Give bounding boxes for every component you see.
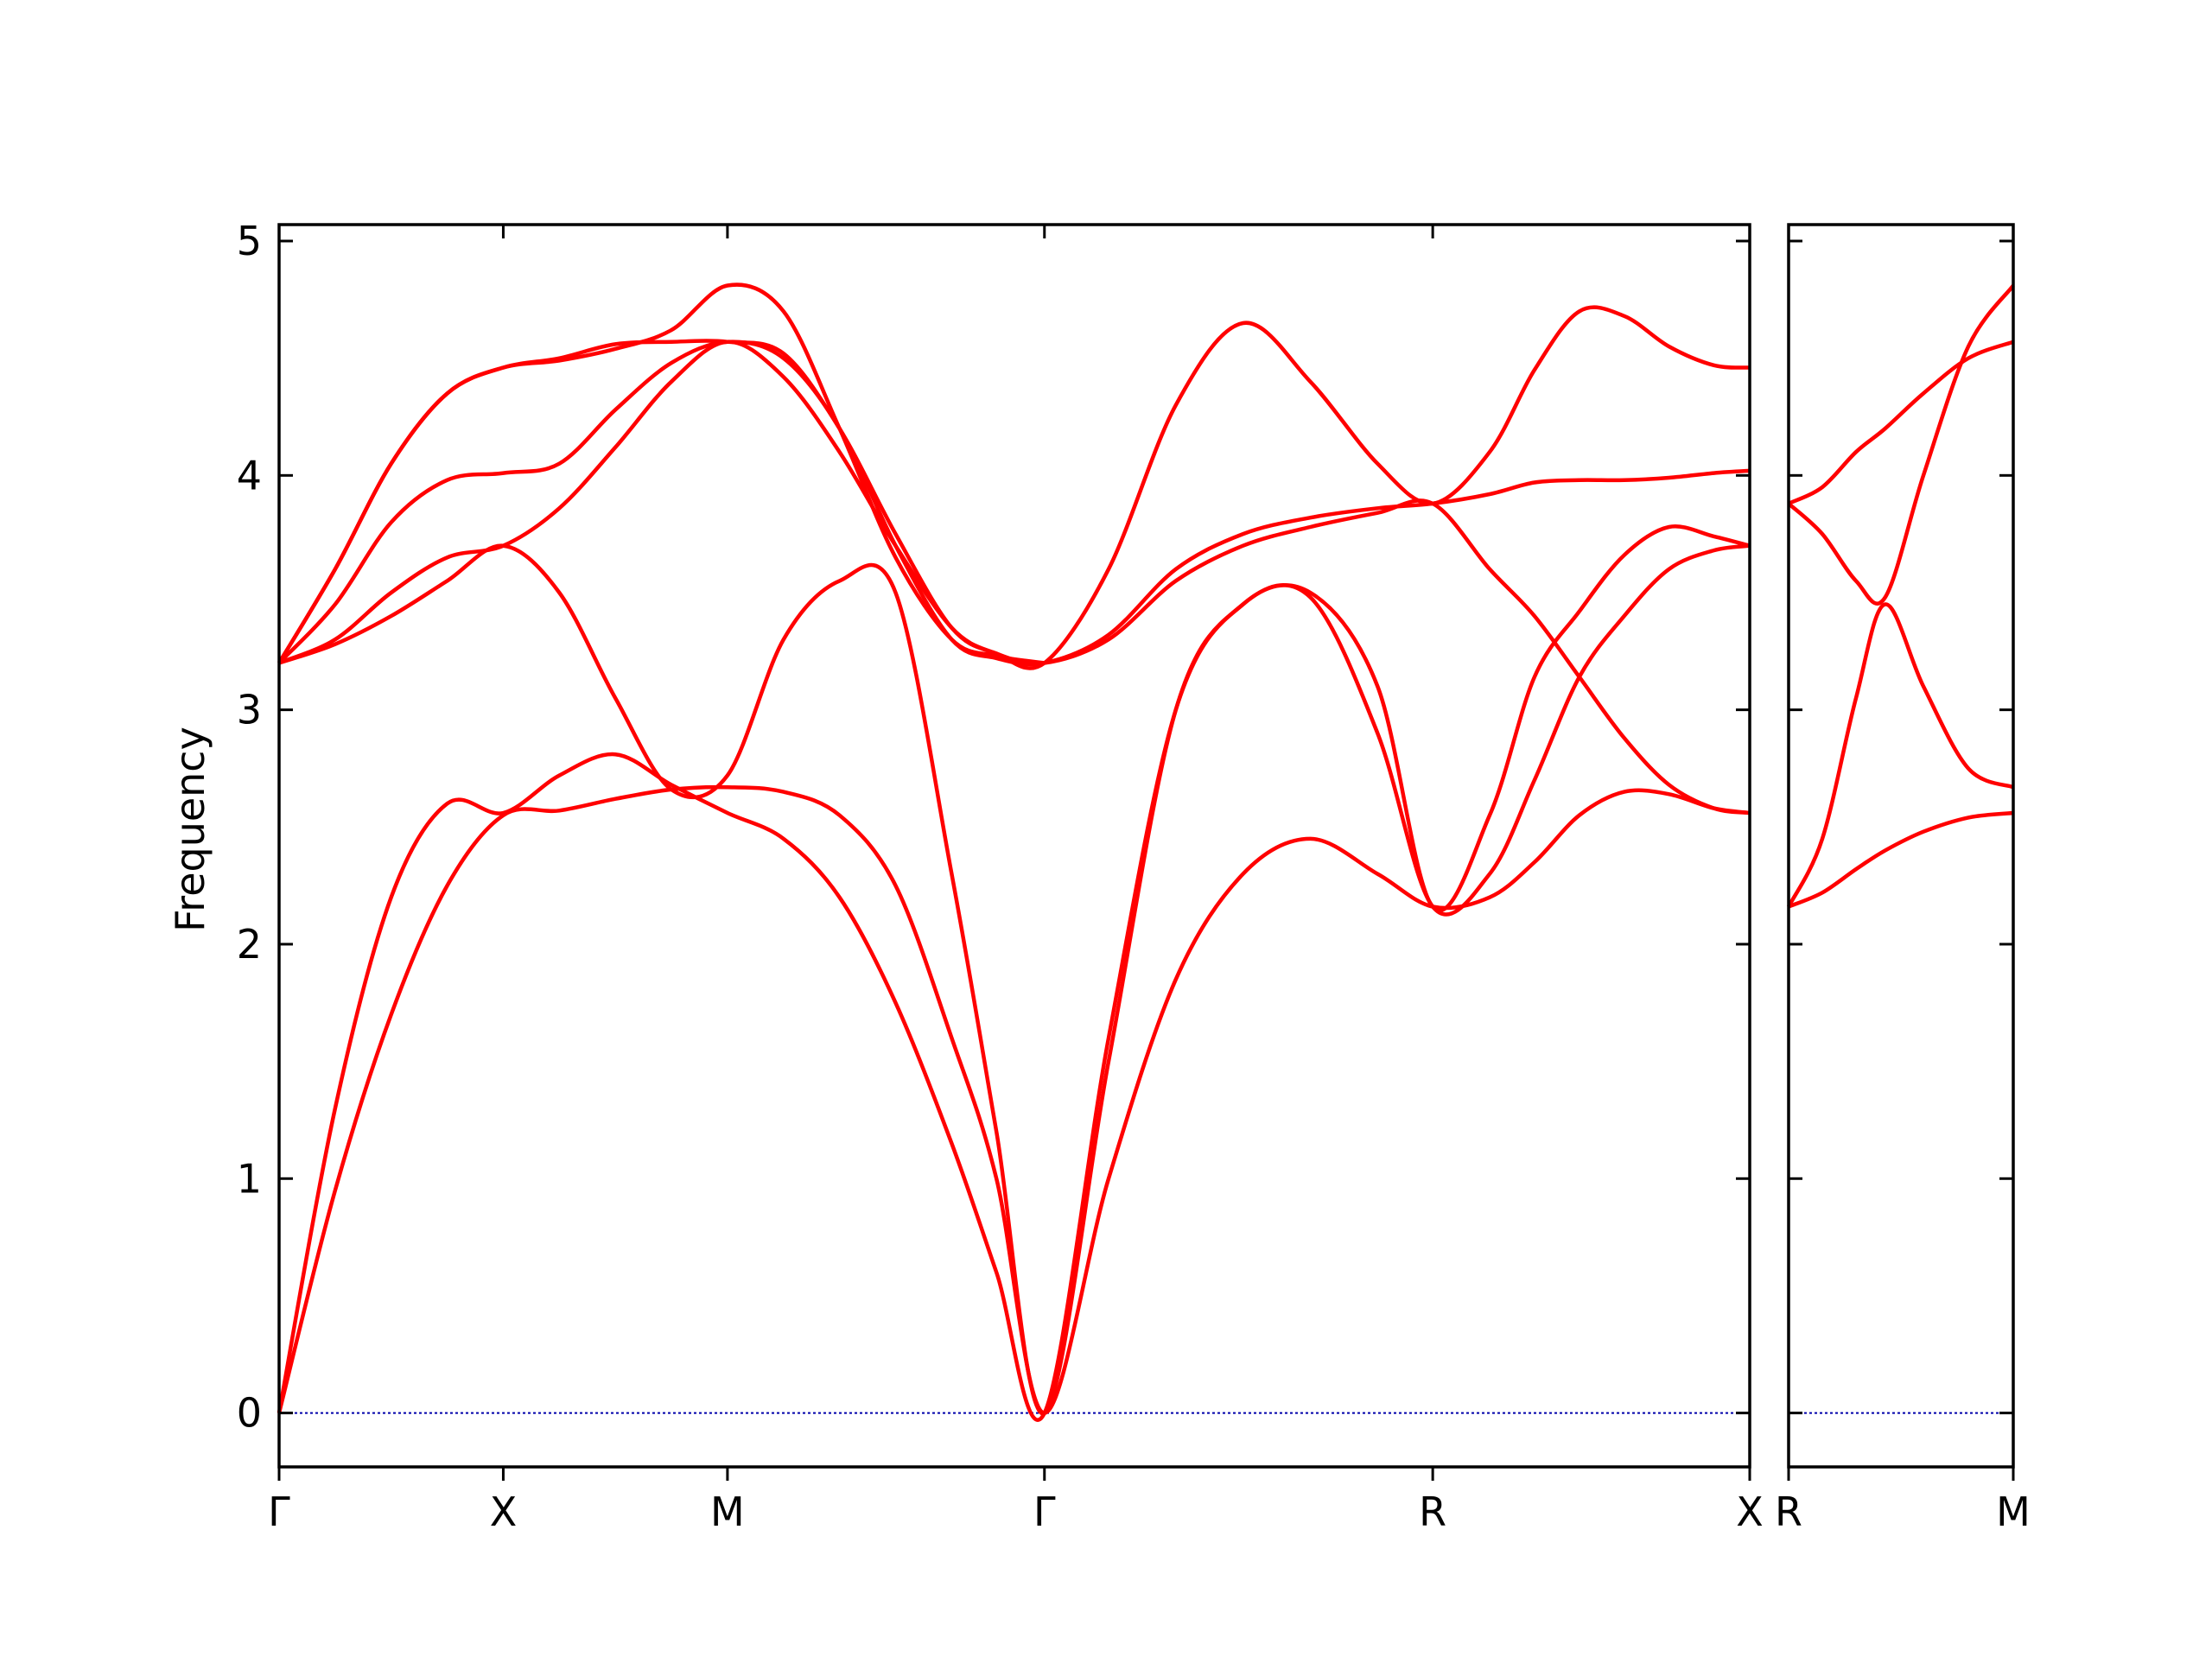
band-4-panel-1 [278,340,1751,816]
band-1-panel-2 [1788,810,2014,909]
band-7-panel-1 [277,282,1046,665]
x-tick-label-1-panel-1: Γ [268,1488,290,1535]
x-tick-label-4-panel-1: Γ [1033,1488,1056,1535]
x-tick-label-5-panel-1: R [1419,1488,1446,1535]
axes-frame-panel-2 [1787,223,2015,1469]
y-tick-label-3: 3 [237,687,262,733]
band-3-panel-2 [1787,284,2015,606]
band-1-panel-1 [276,784,1751,1415]
x-tick-label-6-panel-1: X [1736,1488,1764,1535]
x-tick-label-2-panel-2: M [1996,1488,2031,1535]
band-2-panel-2 [1786,602,2014,908]
band-2-panel-1 [276,543,1751,1422]
band-3-panel-1 [278,524,1751,1416]
x-tick-label-3-panel-1: M [710,1488,745,1535]
y-tick-label-4: 4 [237,452,262,498]
y-tick-label-2: 2 [237,921,262,968]
axes-frame-panel-1 [277,223,1751,1469]
band-6-panel-1 [277,305,1751,670]
y-tick-label-0: 0 [237,1390,262,1437]
y-axis-label: Frequency [167,727,213,932]
x-tick-label-2-panel-1: X [490,1488,518,1535]
band-4-panel-2 [1788,340,2014,505]
y-tick-label-1: 1 [237,1155,262,1202]
y-tick-label-5: 5 [237,218,262,264]
band-5-panel-1 [277,340,1751,667]
x-tick-label-1-panel-2: R [1775,1488,1802,1535]
